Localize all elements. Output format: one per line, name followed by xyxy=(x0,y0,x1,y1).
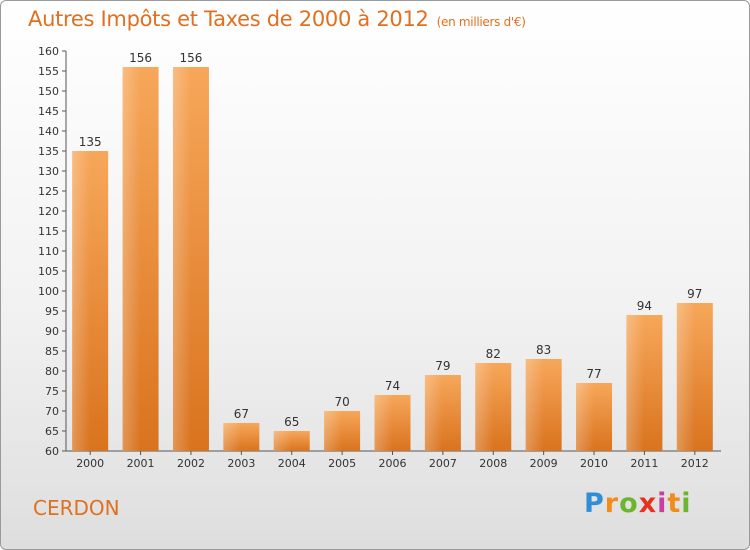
bar-highlight xyxy=(122,67,141,451)
bar-value-label: 156 xyxy=(129,51,152,65)
x-tick-label: 2004 xyxy=(278,457,306,470)
y-tick-label: 125 xyxy=(38,185,59,198)
x-tick-label: 2001 xyxy=(127,457,155,470)
y-tick-label: 140 xyxy=(38,125,59,138)
y-tick-label: 60 xyxy=(45,445,59,458)
y-tick-label: 105 xyxy=(38,265,59,278)
x-tick-label: 2007 xyxy=(429,457,457,470)
bar-value-label: 67 xyxy=(234,407,249,421)
y-tick-label: 130 xyxy=(38,165,59,178)
x-tick-label: 2006 xyxy=(379,457,407,470)
y-tick-label: 160 xyxy=(38,45,59,58)
bar-highlight xyxy=(72,151,91,451)
bar-value-label: 83 xyxy=(536,343,551,357)
chart-title: Autres Impôts et Taxes de 2000 à 2012 (en… xyxy=(28,7,526,31)
bar-highlight xyxy=(223,423,242,451)
bar-highlight xyxy=(525,359,544,451)
x-tick-label: 2011 xyxy=(630,457,658,470)
bar-value-label: 79 xyxy=(435,359,450,373)
bar-value-label: 65 xyxy=(284,415,299,429)
bar-value-label: 156 xyxy=(180,51,203,65)
y-tick-label: 90 xyxy=(45,325,59,338)
y-tick-label: 110 xyxy=(38,245,59,258)
x-tick-label: 2005 xyxy=(328,457,356,470)
y-tick-label: 145 xyxy=(38,105,59,118)
bar-highlight xyxy=(676,303,695,451)
place-name: CERDON xyxy=(33,496,120,520)
chart-unit: (en milliers d'€) xyxy=(436,15,526,29)
bar-highlight xyxy=(374,395,393,451)
bar-highlight xyxy=(626,315,645,451)
x-tick-label: 2002 xyxy=(177,457,205,470)
bar-value-label: 82 xyxy=(486,347,501,361)
x-tick-label: 2010 xyxy=(580,457,608,470)
bar-highlight xyxy=(475,363,494,451)
x-tick-label: 2003 xyxy=(227,457,255,470)
bar-highlight xyxy=(172,67,191,451)
proxiti-logo: Proxiti xyxy=(584,488,692,519)
y-tick-label: 85 xyxy=(45,345,59,358)
bar-value-label: 74 xyxy=(385,379,400,393)
y-tick-label: 100 xyxy=(38,285,59,298)
x-tick-label: 2000 xyxy=(76,457,104,470)
y-tick-label: 70 xyxy=(45,405,59,418)
y-tick-label: 120 xyxy=(38,205,59,218)
x-tick-label: 2009 xyxy=(530,457,558,470)
y-tick-label: 95 xyxy=(45,305,59,318)
bar-highlight xyxy=(273,431,292,451)
bar-highlight xyxy=(576,383,595,451)
bar-highlight xyxy=(424,375,443,451)
bar-value-label: 70 xyxy=(334,395,349,409)
x-tick-label: 2008 xyxy=(479,457,507,470)
bar-value-label: 135 xyxy=(79,135,102,149)
bar-value-label: 77 xyxy=(586,367,601,381)
y-tick-label: 135 xyxy=(38,145,59,158)
bar-highlight xyxy=(324,411,343,451)
y-tick-label: 155 xyxy=(38,65,59,78)
chart-title-text: Autres Impôts et Taxes de 2000 à 2012 xyxy=(28,7,429,31)
y-tick-label: 80 xyxy=(45,365,59,378)
y-tick-label: 75 xyxy=(45,385,59,398)
bar-value-label: 97 xyxy=(687,287,702,301)
bar-value-label: 94 xyxy=(637,299,652,313)
y-tick-label: 65 xyxy=(45,425,59,438)
x-tick-label: 2012 xyxy=(681,457,709,470)
y-tick-label: 150 xyxy=(38,85,59,98)
y-tick-label: 115 xyxy=(38,225,59,238)
